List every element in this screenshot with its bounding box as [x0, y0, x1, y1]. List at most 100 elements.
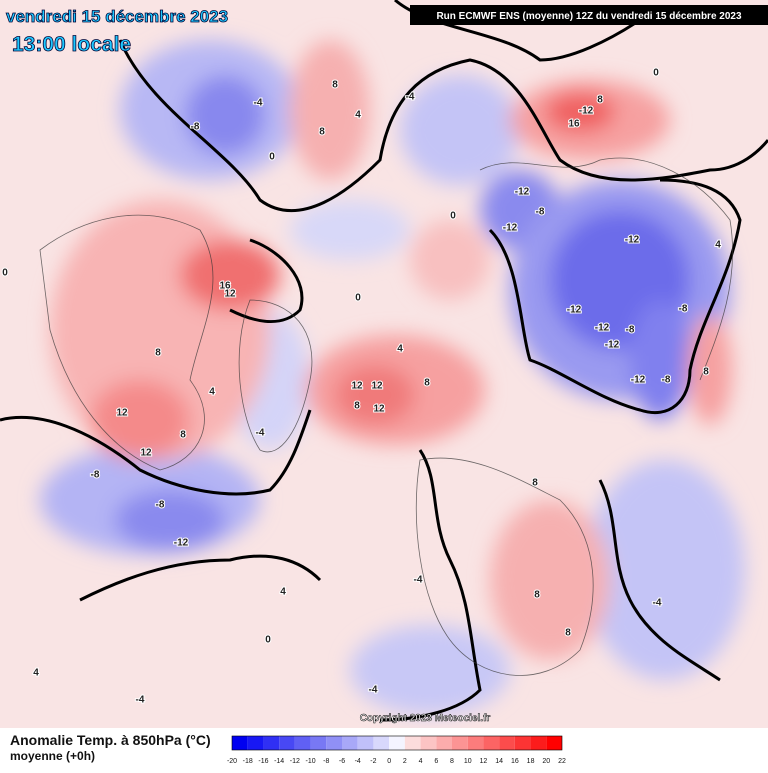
- copyright: Copyright 2023 Meteociel.fr: [360, 713, 491, 724]
- contour-label: -12: [567, 305, 582, 316]
- run-box: [410, 5, 768, 25]
- colorbar-swatch: [357, 736, 374, 750]
- contour-label: -4: [256, 428, 265, 439]
- contour-label: 0: [653, 68, 659, 79]
- anomaly-field: [40, 40, 745, 715]
- contour-label: 8: [534, 590, 540, 601]
- colorbar-tick-label: -8: [323, 758, 329, 765]
- colorbar-tick-label: 10: [464, 758, 472, 765]
- contour-label: -8: [156, 500, 165, 511]
- contour-label: 8: [354, 401, 360, 412]
- colorbar-tick-label: 6: [434, 758, 438, 765]
- contour-label: 4: [715, 240, 721, 251]
- colorbar-swatch: [483, 736, 500, 750]
- contour-label: -12: [605, 340, 620, 351]
- coastlines: [39, 157, 733, 676]
- contour-label: 8: [332, 80, 338, 91]
- colorbar-tick-label: -4: [355, 758, 361, 765]
- contour-label: 12: [140, 448, 152, 459]
- contour-label: -4: [414, 575, 423, 586]
- contour-label: -4: [254, 98, 263, 109]
- contour-label: -8: [662, 375, 671, 386]
- colorbar-tick-label: 2: [403, 758, 407, 765]
- colorbar-swatch: [310, 736, 327, 750]
- colorbar-tick-label: 20: [542, 758, 550, 765]
- colorbar-tick-label: -2: [370, 758, 376, 765]
- header-time: 13:00 locale: [12, 33, 131, 56]
- contour-label: 0: [355, 293, 361, 304]
- colorbar-tick-label: 8: [450, 758, 454, 765]
- contour-label: 8: [532, 478, 538, 489]
- run-info: Run ECMWF ENS (moyenne) 12Z du vendredi …: [436, 11, 742, 22]
- contour-label: 4: [33, 668, 39, 679]
- contour-label: 0: [265, 635, 271, 646]
- contour-label: 4: [280, 587, 286, 598]
- contour-label: 12: [351, 381, 363, 392]
- contour-label: 8: [424, 378, 430, 389]
- contour-label: 12: [373, 404, 385, 415]
- header-date: vendredi 15 décembre 2023: [6, 7, 228, 26]
- colorbar-swatch: [420, 736, 437, 750]
- contour-label: 4: [209, 387, 215, 398]
- contour-label: -12: [625, 235, 640, 246]
- colorbar-tick-label: 18: [527, 758, 535, 765]
- colorbar-tick-label: -18: [243, 758, 253, 765]
- colorbar-tick-label: -10: [306, 758, 316, 765]
- contour-label: -4: [136, 695, 145, 706]
- contour-label: 0: [269, 152, 275, 163]
- contour-label: -12: [631, 375, 646, 386]
- colorbar-swatch: [404, 736, 421, 750]
- contour-label: -4: [369, 685, 378, 696]
- contour-label: 12: [371, 381, 383, 392]
- contour-label: -12: [515, 187, 530, 198]
- contour-label: 16: [219, 281, 231, 292]
- colorbar: -20 -18 -16 -14 -12 -10 -8 -6 -4 -2 0 2 4 6 8 10 12 14 16 1…: [227, 735, 566, 765]
- colorbar-swatch: [326, 736, 342, 750]
- colorbar-swatch: [232, 736, 248, 750]
- colorbar-swatch: [342, 736, 358, 750]
- contour-label: 0: [2, 268, 8, 279]
- contour-label: 8: [565, 628, 571, 639]
- colorbar-swatch: [247, 736, 264, 750]
- legend-title: Anomalie Temp. à 850hPa (°C): [10, 732, 211, 748]
- contour-label: 16: [568, 119, 580, 130]
- contour-label: 0: [450, 211, 456, 222]
- colorbar-tick-label: 14: [495, 758, 503, 765]
- contour-label: -12: [595, 323, 610, 334]
- contour-label: 12: [224, 289, 236, 300]
- colorbar-tick-label: 12: [480, 758, 488, 765]
- colorbar-swatch: [279, 736, 295, 750]
- colorbar-tick-label: 4: [419, 758, 423, 765]
- colorbar-swatch: [530, 736, 547, 750]
- colorbar-swatch: [546, 736, 562, 750]
- contour-label: -12: [174, 538, 189, 549]
- colorbar-swatch: [373, 736, 390, 750]
- contour-label: -12: [579, 106, 594, 117]
- contour-label: -12: [503, 223, 518, 234]
- contour-label: -8: [536, 207, 545, 218]
- colorbar-frame: [231, 735, 563, 751]
- colorbar-swatch: [389, 736, 405, 750]
- colorbar-swatch: [294, 736, 311, 750]
- colorbar-tick-label: -12: [290, 758, 300, 765]
- colorbar-swatch: [499, 736, 515, 750]
- contour-label: -8: [91, 470, 100, 481]
- colorbar-swatch: [452, 736, 468, 750]
- contour-label: 8: [597, 95, 603, 106]
- contour-label: -8: [626, 325, 635, 336]
- colorbar-tick-label: 16: [511, 758, 519, 765]
- colorbar-tick-label: -20: [227, 758, 237, 765]
- colorbar-swatch: [467, 736, 484, 750]
- legend-subtitle: moyenne (+0h): [10, 749, 95, 763]
- contour-label: 4: [355, 110, 361, 121]
- colorbar-swatch: [263, 736, 280, 750]
- contour-label: -8: [679, 304, 688, 315]
- colorbar-swatch: [514, 736, 531, 750]
- contour-label: -4: [653, 598, 662, 609]
- contour-label: 12: [116, 408, 128, 419]
- zero-contours: [0, 0, 768, 722]
- contour-label: 8: [180, 430, 186, 441]
- colorbar-tick-label: 22: [558, 758, 566, 765]
